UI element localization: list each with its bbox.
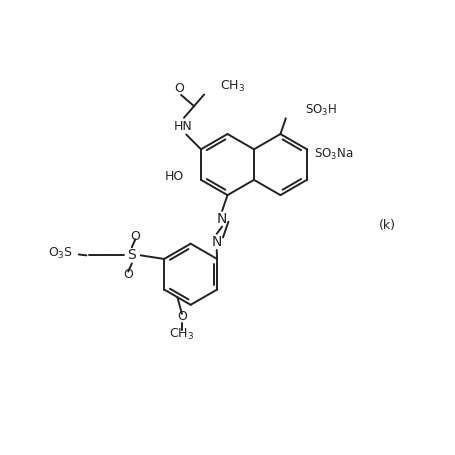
Text: O: O — [177, 309, 187, 323]
Text: SO$_3$Na: SO$_3$Na — [313, 147, 353, 162]
Text: CH$_3$: CH$_3$ — [220, 79, 245, 94]
Text: (k): (k) — [379, 219, 395, 232]
Text: N: N — [217, 212, 228, 226]
Text: SO$_3$H: SO$_3$H — [305, 103, 337, 118]
Text: S: S — [127, 248, 136, 263]
Text: O$_3$S: O$_3$S — [48, 246, 73, 261]
Text: HN: HN — [174, 120, 192, 133]
Text: HO: HO — [165, 170, 184, 183]
Text: O: O — [131, 230, 140, 243]
Text: N: N — [212, 235, 222, 249]
Text: O: O — [174, 82, 184, 95]
Text: O: O — [123, 268, 133, 281]
Text: CH$_3$: CH$_3$ — [169, 327, 194, 343]
